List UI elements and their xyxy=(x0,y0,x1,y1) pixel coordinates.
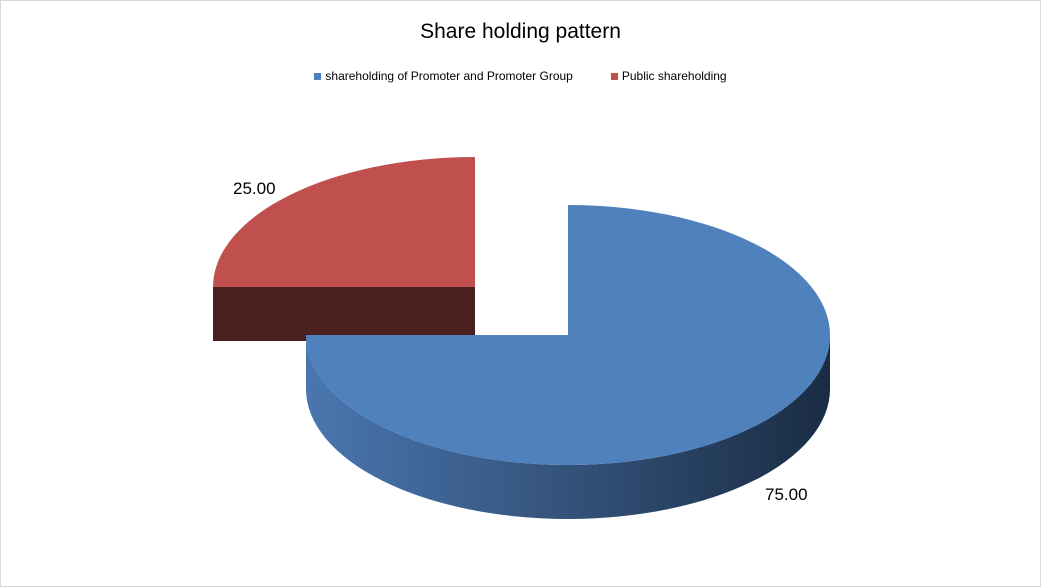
legend-label-public: Public shareholding xyxy=(621,69,727,83)
legend-item-public: Public shareholding xyxy=(610,69,727,83)
chart-legend: shareholding of Promoter and Promoter Gr… xyxy=(1,69,1040,83)
slice-rim-promoter xyxy=(306,335,830,519)
chart-title: Share holding pattern xyxy=(420,20,621,43)
legend-item-promoter: shareholding of Promoter and Promoter Gr… xyxy=(314,69,573,83)
pie-slice-promoter xyxy=(306,205,830,465)
pie-slice-public xyxy=(213,157,475,287)
pie-slices xyxy=(213,157,830,519)
data-label-promoter: 75.00 xyxy=(765,485,808,504)
legend-label-promoter: shareholding of Promoter and Promoter Gr… xyxy=(325,69,573,83)
legend-swatch-public xyxy=(610,72,618,80)
data-label-public: 25.00 xyxy=(233,179,276,198)
legend-swatch-promoter xyxy=(314,72,322,80)
slice-side-public xyxy=(213,287,475,341)
